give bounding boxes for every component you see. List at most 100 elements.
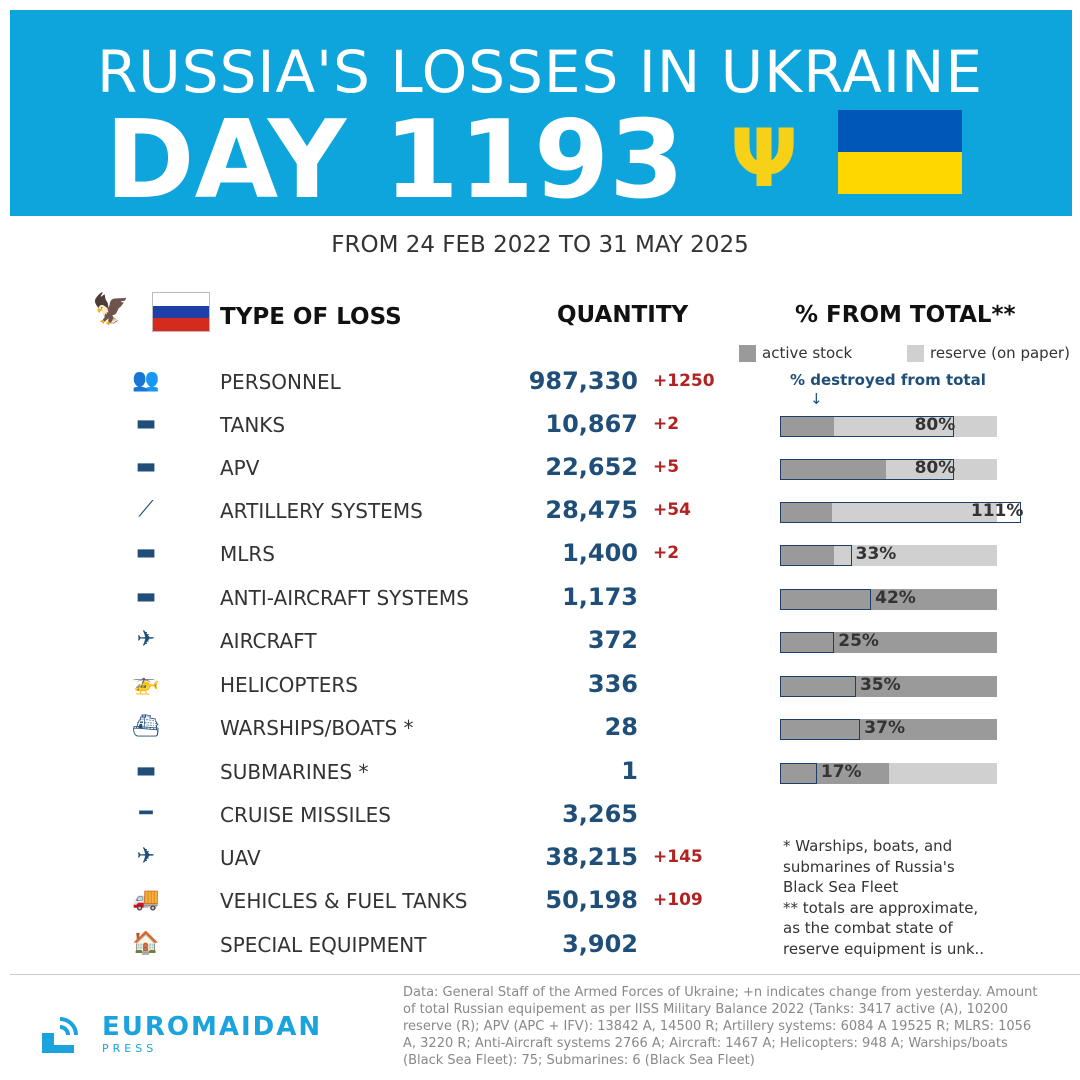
table-row: ▬ SUBMARINES * 1 17% xyxy=(0,752,1080,792)
loss-type: CRUISE MISSILES xyxy=(220,803,392,827)
header-quantity: QUANTITY xyxy=(557,302,689,328)
table-row: ✈ AIRCRAFT 372 25% xyxy=(0,621,1080,661)
table-row: ⛴ WARSHIPS/BOATS * 28 37% xyxy=(0,708,1080,748)
daily-change: +1250 xyxy=(653,371,715,391)
mlrs-icon: ▬ xyxy=(135,540,157,565)
ukraine-flag-icon xyxy=(838,110,962,194)
loss-type: MLRS xyxy=(220,542,275,566)
percent-label: 35% xyxy=(859,675,901,695)
table-row: ▬ TANKS 10,867 +2 80% xyxy=(0,405,1080,445)
apv-icon: ▬ xyxy=(135,454,157,479)
arrow-icon: ↓ xyxy=(810,390,823,408)
destroyed-outline xyxy=(780,676,856,697)
destroyed-outline xyxy=(780,502,1021,523)
active-stock-fill xyxy=(780,589,997,610)
aircraft-icon: ✈ xyxy=(136,627,156,652)
loss-quantity: 38,215 xyxy=(545,843,638,871)
loss-quantity: 10,867 xyxy=(545,410,638,438)
divider xyxy=(10,974,1080,975)
loss-type: APV xyxy=(220,456,260,480)
euromaidan-logo: EUROMAIDAN PRESS xyxy=(38,1012,322,1055)
daily-change: +5 xyxy=(653,457,680,477)
table-row: 🚁 HELICOPTERS 336 35% xyxy=(0,665,1080,705)
percent-label: 42% xyxy=(875,588,916,608)
loss-type: PERSONNEL xyxy=(220,370,341,394)
loss-quantity: 3,902 xyxy=(562,930,638,958)
destroyed-outline xyxy=(780,632,835,653)
table-row: ▬ MLRS 1,400 +2 33% xyxy=(0,534,1080,574)
daily-change: +145 xyxy=(653,847,703,867)
loss-quantity: 1,400 xyxy=(562,539,638,567)
trident-icon: Ψ xyxy=(730,112,798,205)
table-row: 🚚 VEHICLES & FUEL TANKS 50,198 +109 xyxy=(0,881,1080,921)
loss-type: HELICOPTERS xyxy=(220,673,358,697)
footnotes: * Warships, boats, and submarines of Russ… xyxy=(783,837,985,958)
loss-quantity: 3,265 xyxy=(562,800,638,828)
logo-icon xyxy=(42,1016,78,1053)
active-stock-fill xyxy=(780,502,833,523)
percent-bar: 111% xyxy=(780,501,1023,523)
loss-quantity: 1,173 xyxy=(562,583,638,611)
percent-bar: 37% xyxy=(780,718,997,740)
percent-bar: 25% xyxy=(780,631,997,653)
uav-icon: ✈ xyxy=(136,844,156,869)
table-row: ⟋ ARTILLERY SYSTEMS 28,475 +54 111% xyxy=(0,491,1080,531)
percent-label: 37% xyxy=(864,718,905,738)
loss-type: AIRCRAFT xyxy=(220,629,317,653)
daily-change: +2 xyxy=(653,414,680,434)
helicopter-icon: 🚁 xyxy=(132,671,160,696)
header-type: TYPE OF LOSS xyxy=(220,304,402,330)
day-counter: DAY 1193 xyxy=(105,98,685,223)
daily-change: +54 xyxy=(653,500,691,520)
destroyed-outline xyxy=(780,719,861,740)
russian-emblem-icon: 🦅 xyxy=(92,292,130,327)
loss-type: ANTI-AIRCRAFT SYSTEMS xyxy=(220,586,469,610)
daily-change: +109 xyxy=(653,890,703,910)
destroyed-outline xyxy=(780,416,954,437)
period: FROM 24 FEB 2022 TO 31 MAY 2025 xyxy=(331,232,749,258)
loss-type: SUBMARINES * xyxy=(220,760,369,784)
header-percent: % FROM TOTAL** xyxy=(795,302,1016,328)
active-stock-fill xyxy=(780,459,887,480)
percent-bar: 17% xyxy=(780,762,997,784)
loss-quantity: 22,652 xyxy=(545,453,638,481)
destroyed-label: % destroyed from total xyxy=(790,371,986,389)
destroyed-outline xyxy=(780,763,817,784)
percent-label: 33% xyxy=(855,544,897,564)
tank-icon: ▬ xyxy=(135,411,157,436)
source-text: Data: General Staff of the Armed Forces … xyxy=(403,985,1038,1068)
percent-bar: 80% xyxy=(780,415,997,437)
submarine-icon: ▬ xyxy=(135,758,157,783)
table-row: ▬ ANTI-AIRCRAFT SYSTEMS 1,173 42% xyxy=(0,578,1080,618)
active-stock-fill xyxy=(780,763,889,784)
loss-type: WARSHIPS/BOATS * xyxy=(220,716,414,740)
table-row: ▬ APV 22,652 +5 80% xyxy=(0,448,1080,488)
active-stock-fill xyxy=(780,632,997,653)
table-row: 🏠 SPECIAL EQUIPMENT 3,902 xyxy=(0,925,1080,965)
active-stock-fill xyxy=(780,676,997,697)
percent-label: 25% xyxy=(838,631,879,651)
percent-label: 17% xyxy=(820,762,862,782)
loss-quantity: 336 xyxy=(587,670,638,698)
percent-label: 111% xyxy=(970,501,1024,521)
loss-quantity: 28,475 xyxy=(545,496,638,524)
percent-bar: 35% xyxy=(780,675,997,697)
loss-quantity: 372 xyxy=(587,626,638,654)
active-stock-fill xyxy=(780,416,835,437)
percent-bar: 80% xyxy=(780,458,997,480)
loss-type: TANKS xyxy=(220,413,286,437)
daily-change: +2 xyxy=(653,543,680,563)
legend-active: active stock xyxy=(739,344,852,362)
russia-flag-icon xyxy=(152,292,210,332)
destroyed-outline xyxy=(780,459,954,480)
special-equipment-icon: 🏠 xyxy=(132,931,160,956)
loss-quantity: 50,198 xyxy=(545,886,638,914)
percent-label: 80% xyxy=(914,458,956,478)
active-stock-fill xyxy=(780,719,997,740)
loss-type: ARTILLERY SYSTEMS xyxy=(220,499,423,523)
missile-icon: ━ xyxy=(139,801,153,826)
loss-quantity: 987,330 xyxy=(528,367,638,395)
destroyed-outline xyxy=(780,545,852,566)
artillery-icon: ⟋ xyxy=(138,497,154,522)
table-row: ━ CRUISE MISSILES 3,265 xyxy=(0,795,1080,835)
